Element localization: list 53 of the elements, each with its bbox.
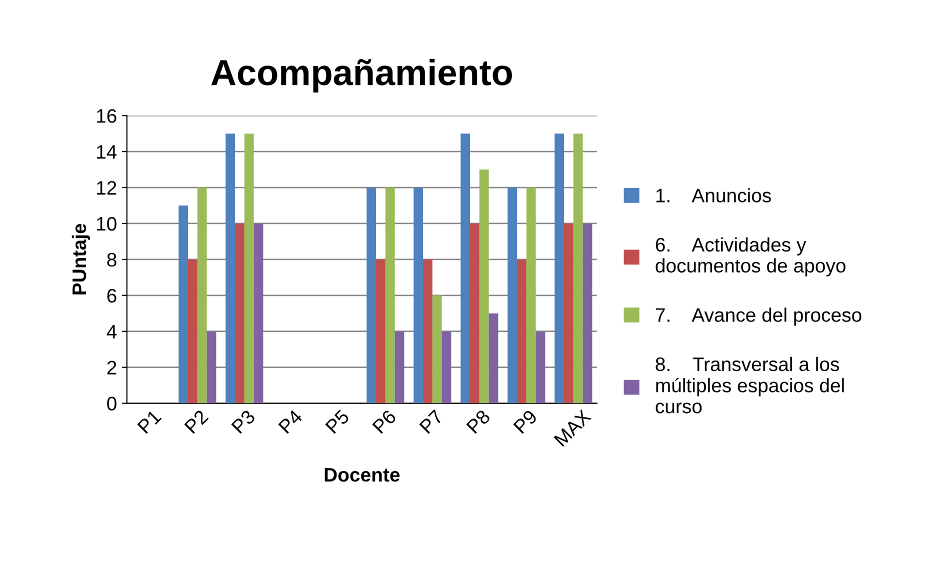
- x-tick-label: P3: [231, 409, 256, 434]
- bar: [517, 259, 526, 404]
- y-axis-title: PUntaje: [72, 224, 90, 294]
- legend-label: 1. Anuncios: [656, 188, 771, 202]
- bar: [206, 331, 216, 404]
- x-axis-title: Docente: [324, 468, 400, 482]
- y-tick-label: 14: [97, 145, 117, 159]
- y-tick-label: 2: [107, 360, 116, 374]
- bar: [197, 188, 207, 404]
- bar: [254, 223, 264, 404]
- legend-label: 7. Avance del proceso: [656, 308, 862, 326]
- bar: [226, 134, 235, 404]
- legend-label: 6. Actividades y documentos de apoyo: [656, 237, 846, 276]
- bar: [188, 259, 198, 404]
- y-tick-label: 16: [97, 109, 116, 123]
- bar: [564, 223, 574, 404]
- bar: [488, 313, 498, 404]
- legend-label: 8. Transversal a los múltiples espacios del curso: [656, 356, 844, 414]
- x-tick-label: P9: [513, 409, 538, 434]
- bar: [554, 134, 564, 404]
- bar: [470, 223, 480, 404]
- bar: [508, 188, 517, 404]
- bar: [394, 331, 404, 404]
- bar: [573, 134, 583, 404]
- bar: [414, 188, 423, 404]
- x-tick-label: P5: [325, 409, 350, 434]
- x-tick-label: P7: [419, 409, 444, 434]
- bar: [536, 331, 546, 404]
- bar: [432, 295, 442, 404]
- x-tick-label: P2: [184, 409, 209, 434]
- y-tick-label: 0: [107, 396, 116, 410]
- bar: [244, 134, 254, 404]
- x-tick-label: P8: [466, 409, 491, 434]
- bar: [442, 331, 452, 404]
- y-tick-label: 8: [107, 252, 116, 267]
- y-tick-label: 10: [97, 216, 116, 231]
- x-tick-label: P6: [372, 409, 397, 434]
- bar: [582, 223, 592, 404]
- y-tick-label: 4: [106, 325, 117, 338]
- bar: [235, 223, 244, 404]
- bar: [385, 188, 395, 404]
- bar: [479, 170, 489, 404]
- bar: [460, 134, 470, 404]
- bar: [526, 188, 536, 404]
- bar: [423, 259, 432, 404]
- y-tick-label: 12: [97, 181, 116, 195]
- x-tick-label: P4: [278, 409, 303, 434]
- x-tick-label: P1: [137, 409, 162, 434]
- chart-title: Acompañamiento: [211, 58, 512, 93]
- bar: [366, 188, 376, 404]
- bar: [178, 206, 188, 404]
- y-tick-label: 6: [107, 288, 116, 303]
- bar: [376, 259, 386, 404]
